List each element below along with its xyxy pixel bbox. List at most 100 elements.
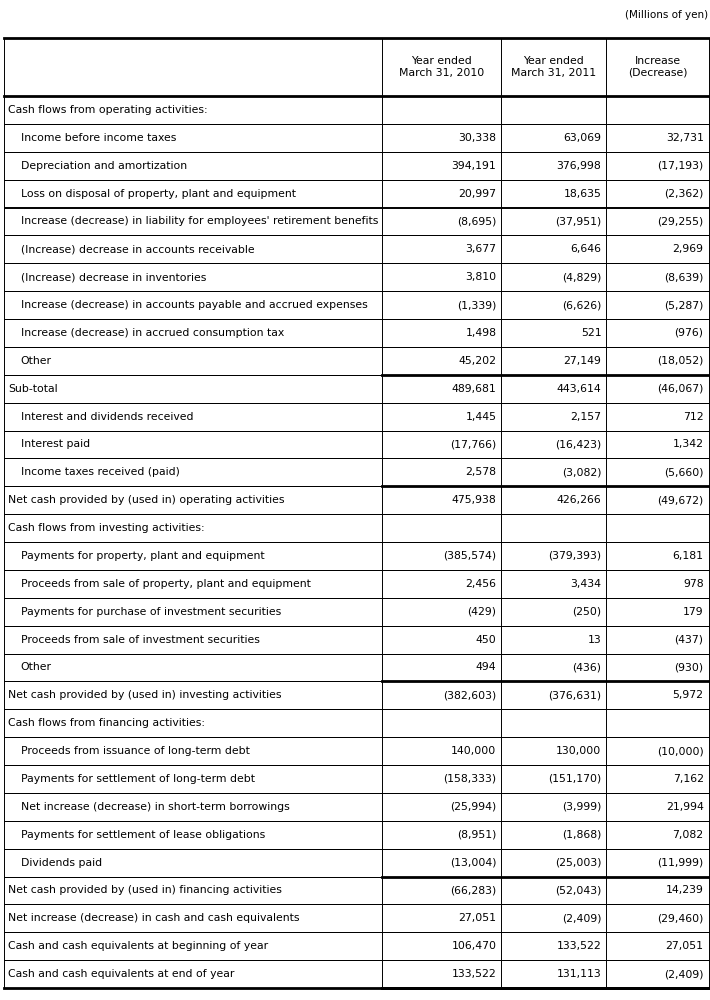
Text: (37,951): (37,951)	[555, 216, 601, 226]
Text: 1,342: 1,342	[672, 439, 704, 449]
Text: 521: 521	[581, 328, 601, 338]
Text: 7,162: 7,162	[672, 774, 704, 784]
Text: (52,043): (52,043)	[555, 885, 601, 895]
Text: (46,067): (46,067)	[657, 384, 704, 394]
Text: 27,149: 27,149	[564, 356, 601, 366]
Text: (1,339): (1,339)	[457, 300, 496, 310]
Text: Net cash provided by (used in) operating activities: Net cash provided by (used in) operating…	[8, 495, 284, 505]
Text: Net increase (decrease) in short-term borrowings: Net increase (decrease) in short-term bo…	[21, 802, 290, 812]
Text: (976): (976)	[674, 328, 704, 338]
Text: (2,409): (2,409)	[562, 913, 601, 923]
Text: Cash flows from investing activities:: Cash flows from investing activities:	[8, 523, 204, 533]
Text: 133,522: 133,522	[557, 941, 601, 951]
Text: Income before income taxes: Income before income taxes	[21, 133, 176, 143]
Text: Net cash provided by (used in) financing activities: Net cash provided by (used in) financing…	[8, 885, 282, 895]
Text: (3,082): (3,082)	[562, 467, 601, 477]
Text: Cash flows from operating activities:: Cash flows from operating activities:	[8, 105, 207, 115]
Text: 3,434: 3,434	[570, 579, 601, 589]
Text: (29,460): (29,460)	[657, 913, 704, 923]
Text: Cash and cash equivalents at end of year: Cash and cash equivalents at end of year	[8, 969, 234, 979]
Text: Dividends paid: Dividends paid	[21, 858, 102, 868]
Text: 133,522: 133,522	[452, 969, 496, 979]
Text: 978: 978	[683, 579, 704, 589]
Text: (11,999): (11,999)	[657, 858, 704, 868]
Text: 27,051: 27,051	[458, 913, 496, 923]
Text: 21,994: 21,994	[666, 802, 704, 812]
Text: Other: Other	[21, 662, 52, 672]
Text: Sub-total: Sub-total	[8, 384, 58, 394]
Text: (29,255): (29,255)	[657, 216, 704, 226]
Text: (3,999): (3,999)	[562, 802, 601, 812]
Text: 489,681: 489,681	[452, 384, 496, 394]
Text: 30,338: 30,338	[458, 133, 496, 143]
Text: (437): (437)	[674, 635, 704, 645]
Text: 475,938: 475,938	[452, 495, 496, 505]
Text: 179: 179	[683, 607, 704, 617]
Text: 63,069: 63,069	[563, 133, 601, 143]
Text: Increase (decrease) in accrued consumption tax: Increase (decrease) in accrued consumpti…	[21, 328, 284, 338]
Text: Increase
(Decrease): Increase (Decrease)	[628, 56, 687, 78]
Text: (49,672): (49,672)	[657, 495, 704, 505]
Text: 20,997: 20,997	[458, 189, 496, 199]
Text: (6,626): (6,626)	[562, 300, 601, 310]
Text: 2,456: 2,456	[465, 579, 496, 589]
Text: (429): (429)	[467, 607, 496, 617]
Text: Proceeds from issuance of long-term debt: Proceeds from issuance of long-term debt	[21, 746, 249, 756]
Text: (13,004): (13,004)	[450, 858, 496, 868]
Text: 426,266: 426,266	[557, 495, 601, 505]
Text: 443,614: 443,614	[557, 384, 601, 394]
Text: 494: 494	[476, 662, 496, 672]
Text: (18,052): (18,052)	[657, 356, 704, 366]
Text: (385,574): (385,574)	[443, 551, 496, 561]
Text: 376,998: 376,998	[557, 161, 601, 171]
Text: 32,731: 32,731	[666, 133, 704, 143]
Text: 450: 450	[476, 635, 496, 645]
Text: (2,409): (2,409)	[664, 969, 704, 979]
Text: Net increase (decrease) in cash and cash equivalents: Net increase (decrease) in cash and cash…	[8, 913, 300, 923]
Text: (16,423): (16,423)	[555, 439, 601, 449]
Text: (382,603): (382,603)	[443, 690, 496, 700]
Text: (25,994): (25,994)	[450, 802, 496, 812]
Text: (930): (930)	[674, 662, 704, 672]
Text: (436): (436)	[572, 662, 601, 672]
Text: 14,239: 14,239	[666, 885, 704, 895]
Text: (250): (250)	[572, 607, 601, 617]
Text: 2,969: 2,969	[672, 244, 704, 254]
Text: Interest and dividends received: Interest and dividends received	[21, 412, 193, 422]
Text: Net cash provided by (used in) investing activities: Net cash provided by (used in) investing…	[8, 690, 281, 700]
Text: (5,287): (5,287)	[665, 300, 704, 310]
Text: Cash and cash equivalents at beginning of year: Cash and cash equivalents at beginning o…	[8, 941, 268, 951]
Text: Year ended
March 31, 2010: Year ended March 31, 2010	[399, 56, 484, 78]
Text: Increase (decrease) in accounts payable and accrued expenses: Increase (decrease) in accounts payable …	[21, 300, 367, 310]
Text: Increase (decrease) in liability for employees' retirement benefits: Increase (decrease) in liability for emp…	[21, 216, 378, 226]
Text: (376,631): (376,631)	[548, 690, 601, 700]
Text: (17,193): (17,193)	[657, 161, 704, 171]
Text: Income taxes received (paid): Income taxes received (paid)	[21, 467, 180, 477]
Text: 106,470: 106,470	[452, 941, 496, 951]
Text: Other: Other	[21, 356, 52, 366]
Text: Payments for purchase of investment securities: Payments for purchase of investment secu…	[21, 607, 281, 617]
Text: Payments for settlement of lease obligations: Payments for settlement of lease obligat…	[21, 830, 265, 840]
Text: (17,766): (17,766)	[450, 439, 496, 449]
Text: Proceeds from sale of property, plant and equipment: Proceeds from sale of property, plant an…	[21, 579, 310, 589]
Text: 5,972: 5,972	[672, 690, 704, 700]
Text: (158,333): (158,333)	[443, 774, 496, 784]
Text: (8,951): (8,951)	[457, 830, 496, 840]
Text: (1,868): (1,868)	[562, 830, 601, 840]
Text: Proceeds from sale of investment securities: Proceeds from sale of investment securit…	[21, 635, 259, 645]
Text: 2,578: 2,578	[465, 467, 496, 477]
Text: 140,000: 140,000	[451, 746, 496, 756]
Text: 1,445: 1,445	[465, 412, 496, 422]
Text: Year ended
March 31, 2011: Year ended March 31, 2011	[511, 56, 596, 78]
Text: (379,393): (379,393)	[548, 551, 601, 561]
Text: 18,635: 18,635	[564, 189, 601, 199]
Text: 131,113: 131,113	[557, 969, 601, 979]
Text: Depreciation and amortization: Depreciation and amortization	[21, 161, 187, 171]
Text: (4,829): (4,829)	[562, 272, 601, 282]
Text: Payments for property, plant and equipment: Payments for property, plant and equipme…	[21, 551, 264, 561]
Text: (151,170): (151,170)	[548, 774, 601, 784]
Text: 130,000: 130,000	[556, 746, 601, 756]
Text: 27,051: 27,051	[665, 941, 704, 951]
Text: 394,191: 394,191	[452, 161, 496, 171]
Text: (2,362): (2,362)	[665, 189, 704, 199]
